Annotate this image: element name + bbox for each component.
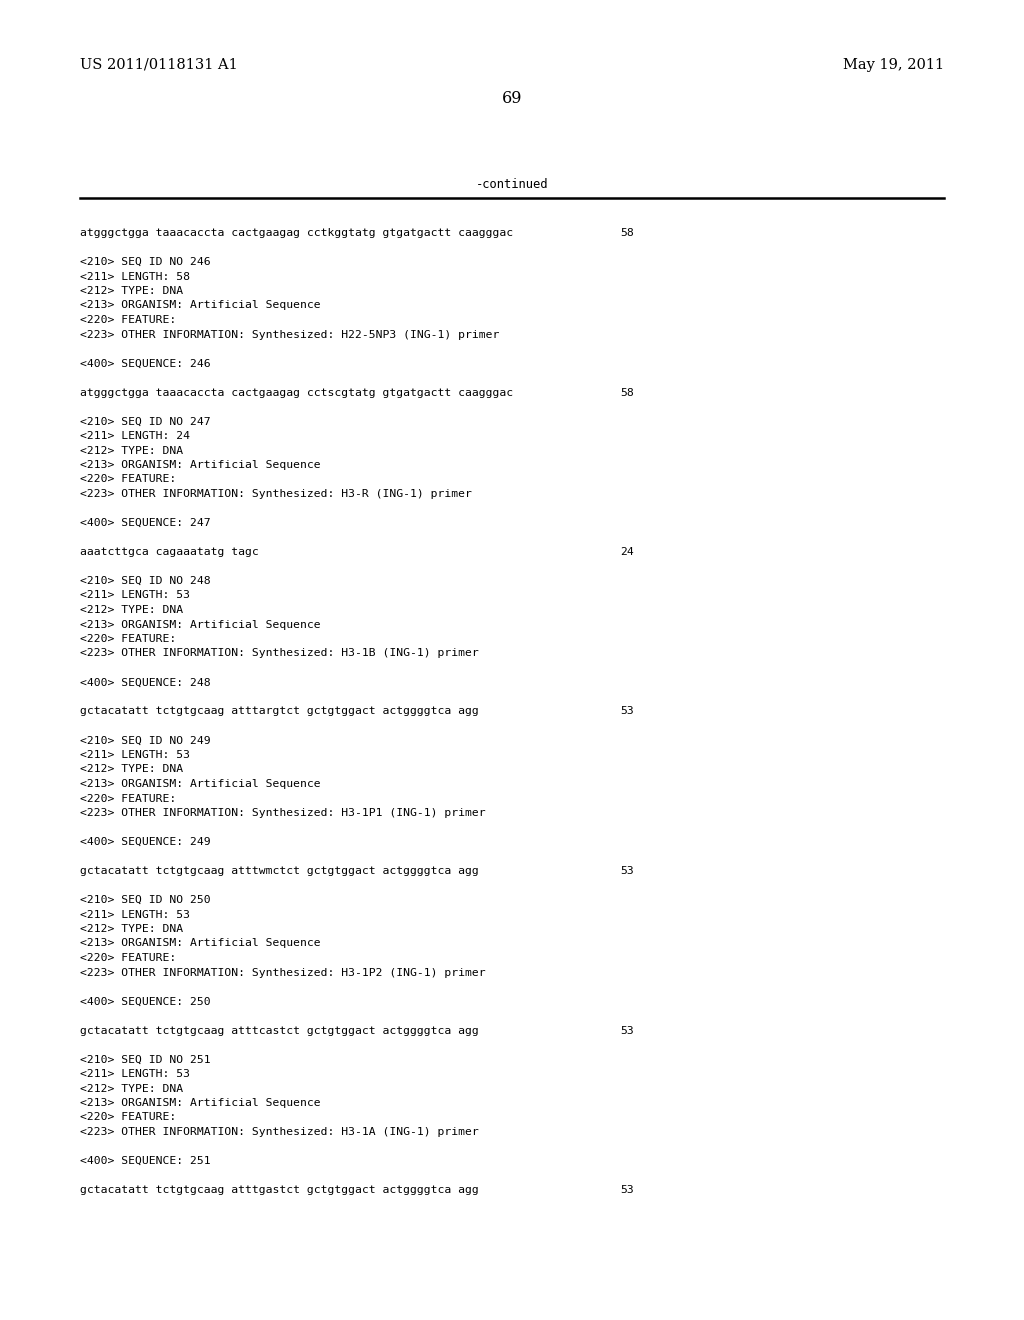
Text: <212> TYPE: DNA: <212> TYPE: DNA: [80, 764, 183, 775]
Text: <211> LENGTH: 53: <211> LENGTH: 53: [80, 1069, 190, 1078]
Text: US 2011/0118131 A1: US 2011/0118131 A1: [80, 58, 238, 73]
Text: <210> SEQ ID NO 248: <210> SEQ ID NO 248: [80, 576, 211, 586]
Text: <213> ORGANISM: Artificial Sequence: <213> ORGANISM: Artificial Sequence: [80, 1098, 321, 1107]
Text: May 19, 2011: May 19, 2011: [843, 58, 944, 73]
Text: <212> TYPE: DNA: <212> TYPE: DNA: [80, 446, 183, 455]
Text: <210> SEQ ID NO 249: <210> SEQ ID NO 249: [80, 735, 211, 746]
Text: <223> OTHER INFORMATION: Synthesized: H3-R (ING-1) primer: <223> OTHER INFORMATION: Synthesized: H3…: [80, 488, 472, 499]
Text: <210> SEQ ID NO 250: <210> SEQ ID NO 250: [80, 895, 211, 906]
Text: <400> SEQUENCE: 251: <400> SEQUENCE: 251: [80, 1156, 211, 1166]
Text: <400> SEQUENCE: 248: <400> SEQUENCE: 248: [80, 677, 211, 688]
Text: <223> OTHER INFORMATION: Synthesized: H3-1B (ING-1) primer: <223> OTHER INFORMATION: Synthesized: H3…: [80, 648, 479, 659]
Text: <212> TYPE: DNA: <212> TYPE: DNA: [80, 1084, 183, 1093]
Text: <212> TYPE: DNA: <212> TYPE: DNA: [80, 605, 183, 615]
Text: <223> OTHER INFORMATION: Synthesized: H3-1A (ING-1) primer: <223> OTHER INFORMATION: Synthesized: H3…: [80, 1127, 479, 1137]
Text: 53: 53: [620, 706, 634, 717]
Text: 53: 53: [620, 1026, 634, 1035]
Text: <211> LENGTH: 53: <211> LENGTH: 53: [80, 750, 190, 760]
Text: <213> ORGANISM: Artificial Sequence: <213> ORGANISM: Artificial Sequence: [80, 779, 321, 789]
Text: <213> ORGANISM: Artificial Sequence: <213> ORGANISM: Artificial Sequence: [80, 459, 321, 470]
Text: <220> FEATURE:: <220> FEATURE:: [80, 634, 176, 644]
Text: aaatcttgca cagaaatatg tagc: aaatcttgca cagaaatatg tagc: [80, 546, 259, 557]
Text: <211> LENGTH: 24: <211> LENGTH: 24: [80, 432, 190, 441]
Text: <400> SEQUENCE: 246: <400> SEQUENCE: 246: [80, 359, 211, 368]
Text: <400> SEQUENCE: 249: <400> SEQUENCE: 249: [80, 837, 211, 847]
Text: <212> TYPE: DNA: <212> TYPE: DNA: [80, 924, 183, 935]
Text: <212> TYPE: DNA: <212> TYPE: DNA: [80, 286, 183, 296]
Text: <213> ORGANISM: Artificial Sequence: <213> ORGANISM: Artificial Sequence: [80, 939, 321, 949]
Text: <220> FEATURE:: <220> FEATURE:: [80, 953, 176, 964]
Text: <211> LENGTH: 53: <211> LENGTH: 53: [80, 909, 190, 920]
Text: atgggctgga taaacaccta cactgaagag cctscgtatg gtgatgactt caagggac: atgggctgga taaacaccta cactgaagag cctscgt…: [80, 388, 513, 397]
Text: gctacatatt tctgtgcaag atttargtct gctgtggact actggggtca agg: gctacatatt tctgtgcaag atttargtct gctgtgg…: [80, 706, 479, 717]
Text: <220> FEATURE:: <220> FEATURE:: [80, 474, 176, 484]
Text: <213> ORGANISM: Artificial Sequence: <213> ORGANISM: Artificial Sequence: [80, 619, 321, 630]
Text: 24: 24: [620, 546, 634, 557]
Text: <213> ORGANISM: Artificial Sequence: <213> ORGANISM: Artificial Sequence: [80, 301, 321, 310]
Text: 58: 58: [620, 228, 634, 238]
Text: <223> OTHER INFORMATION: Synthesized: H3-1P1 (ING-1) primer: <223> OTHER INFORMATION: Synthesized: H3…: [80, 808, 485, 818]
Text: 69: 69: [502, 90, 522, 107]
Text: <210> SEQ ID NO 251: <210> SEQ ID NO 251: [80, 1055, 211, 1064]
Text: <400> SEQUENCE: 247: <400> SEQUENCE: 247: [80, 517, 211, 528]
Text: atgggctgga taaacaccta cactgaagag cctkggtatg gtgatgactt caagggac: atgggctgga taaacaccta cactgaagag cctkggt…: [80, 228, 513, 238]
Text: 53: 53: [620, 1185, 634, 1195]
Text: <223> OTHER INFORMATION: Synthesized: H22-5NP3 (ING-1) primer: <223> OTHER INFORMATION: Synthesized: H2…: [80, 330, 500, 339]
Text: <211> LENGTH: 58: <211> LENGTH: 58: [80, 272, 190, 281]
Text: <220> FEATURE:: <220> FEATURE:: [80, 315, 176, 325]
Text: -continued: -continued: [476, 178, 548, 191]
Text: gctacatatt tctgtgcaag atttcastct gctgtggact actggggtca agg: gctacatatt tctgtgcaag atttcastct gctgtgg…: [80, 1026, 479, 1035]
Text: <400> SEQUENCE: 250: <400> SEQUENCE: 250: [80, 997, 211, 1006]
Text: <223> OTHER INFORMATION: Synthesized: H3-1P2 (ING-1) primer: <223> OTHER INFORMATION: Synthesized: H3…: [80, 968, 485, 978]
Text: 53: 53: [620, 866, 634, 876]
Text: gctacatatt tctgtgcaag atttgastct gctgtggact actggggtca agg: gctacatatt tctgtgcaag atttgastct gctgtgg…: [80, 1185, 479, 1195]
Text: <220> FEATURE:: <220> FEATURE:: [80, 793, 176, 804]
Text: <210> SEQ ID NO 247: <210> SEQ ID NO 247: [80, 417, 211, 426]
Text: <210> SEQ ID NO 246: <210> SEQ ID NO 246: [80, 257, 211, 267]
Text: gctacatatt tctgtgcaag atttwmctct gctgtggact actggggtca agg: gctacatatt tctgtgcaag atttwmctct gctgtgg…: [80, 866, 479, 876]
Text: <220> FEATURE:: <220> FEATURE:: [80, 1113, 176, 1122]
Text: 58: 58: [620, 388, 634, 397]
Text: <211> LENGTH: 53: <211> LENGTH: 53: [80, 590, 190, 601]
